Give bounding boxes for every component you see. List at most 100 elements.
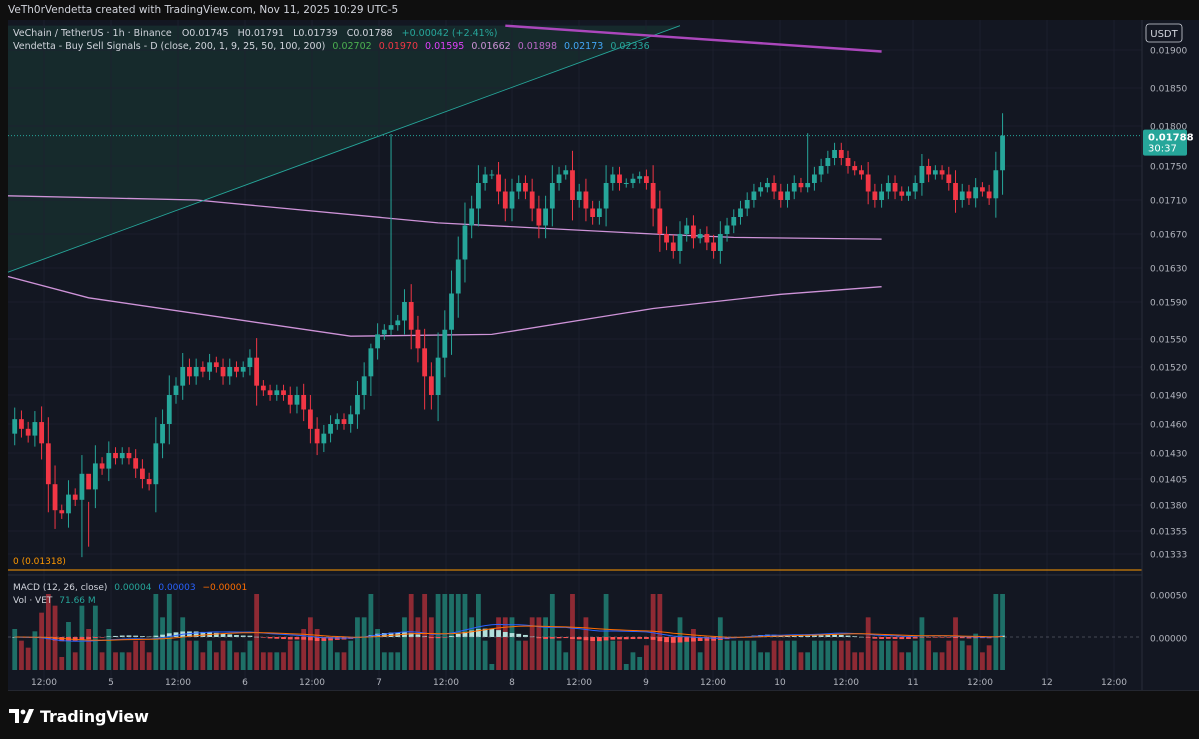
candle-body [838,150,844,158]
macd-hist-bar [146,636,152,638]
macd-hist-bar [892,637,898,639]
candle-body [476,183,481,209]
candle-body [435,357,441,395]
candle-body [711,242,716,251]
macd-hist-bar [644,637,649,639]
candle-body [751,191,757,200]
candle-body [314,428,320,444]
tradingview-logo[interactable]: TradingView [9,706,149,726]
candle-body [523,183,528,192]
candle-body [25,428,31,436]
volume-bar [744,640,750,670]
candle-body [92,463,98,490]
volume-bar [435,594,441,670]
macd-hist-bar [556,637,562,639]
candle-body [852,166,858,171]
candle-body [72,494,78,500]
legend-row-indicator[interactable]: Vendetta - Buy Sell Signals - D (close, … [13,41,650,52]
zero-label: 0 (0.01318) [13,557,66,567]
price-axis[interactable] [1142,20,1199,690]
candle-body [428,376,434,395]
macd-hist-bar [845,635,851,637]
macd-hist-bar [879,637,884,639]
volume-bar [650,594,656,670]
candle-body [375,334,380,349]
volume-bar [166,594,172,670]
candle-body [549,183,555,209]
volume-bar [791,640,797,670]
volume-bar [946,640,952,670]
macd-hist-bar [549,637,555,639]
volume-bar [375,629,380,670]
macd-hist-bar [415,634,421,637]
candle-body [227,367,233,377]
candle-body [899,191,905,196]
macd-hist-bar [267,637,273,639]
candle-body [449,293,454,330]
price-label: 0.01900 [1150,47,1187,57]
candle-body [119,453,125,459]
legend-row-main[interactable]: VeChain / TetherUS · 1h · Binance O0.017… [13,28,497,39]
candle-body [173,385,179,395]
candle-body [442,329,448,358]
macd-hist-bar [166,633,172,637]
macd-hist-bar [469,630,475,637]
volume-bar [543,617,548,670]
macd-hist-bar [496,630,501,637]
volume-bar [751,640,757,670]
macd-legend[interactable]: MACD (12, 26, close) 0.00004 0.00003 −0.… [13,583,247,593]
macd-hist-bar [52,637,58,641]
candle-body [556,174,562,183]
volume-bar [738,640,743,670]
macd-hist-bar [435,637,441,639]
price-label: 0.01630 [1150,265,1187,275]
volume-bar [596,640,602,670]
candle-body [59,510,65,514]
time-label: 12:00 [566,678,592,688]
candle-body [200,367,206,372]
macd-axis-label: 0.00000 [1150,635,1187,645]
volume-bar [247,640,253,670]
macd-hist-bar [328,637,333,641]
volume-bar [993,594,999,670]
indicator-value-1: 0.02702 [332,41,371,52]
tradingview-logo-icon [9,709,34,723]
candle-body [959,191,965,200]
macd-hist-bar [388,632,394,637]
volume-bar [818,640,824,670]
volume-legend[interactable]: Vol · VET 71.66 M [13,596,96,606]
candle-body [529,191,535,209]
volume-bar [576,640,582,670]
volume-bar [207,640,212,670]
macd-hist-bar [973,637,979,639]
volume-bar [160,617,165,670]
volume-bar [980,652,985,670]
header-title: VeTh0rVendetta created with TradingView.… [8,4,399,16]
volume-bar [260,652,266,670]
candle-body [133,458,139,469]
macd-hist-bar [301,637,307,640]
candle-body [45,443,51,485]
macd-hist-bar [287,637,293,640]
volume-bar [287,640,293,670]
volume-bar [731,640,737,670]
candle-body [267,390,273,395]
volume-bar [113,652,118,670]
candle-body [381,329,387,335]
time-axis-labels[interactable]: 12:00 5 12:00 6 12:00 7 12:00 8 12:00 9 12:00 10 12:… [31,678,1127,688]
volume-legend-value: 71.66 M [59,596,95,606]
macd-axis-labels: 0.00050 0.00000 [1150,592,1187,645]
time-label: 12:00 [967,678,993,688]
candle-body [180,367,186,386]
candle-body [260,385,266,391]
volume-bar [361,617,367,670]
candle-body [657,208,663,234]
volume-bar [133,640,139,670]
volume-bar [912,640,918,670]
candle-body [66,494,71,514]
candle-body [980,187,985,192]
currency-button[interactable] [1145,23,1183,43]
candle-body [926,166,932,175]
volume-bar [12,629,18,670]
